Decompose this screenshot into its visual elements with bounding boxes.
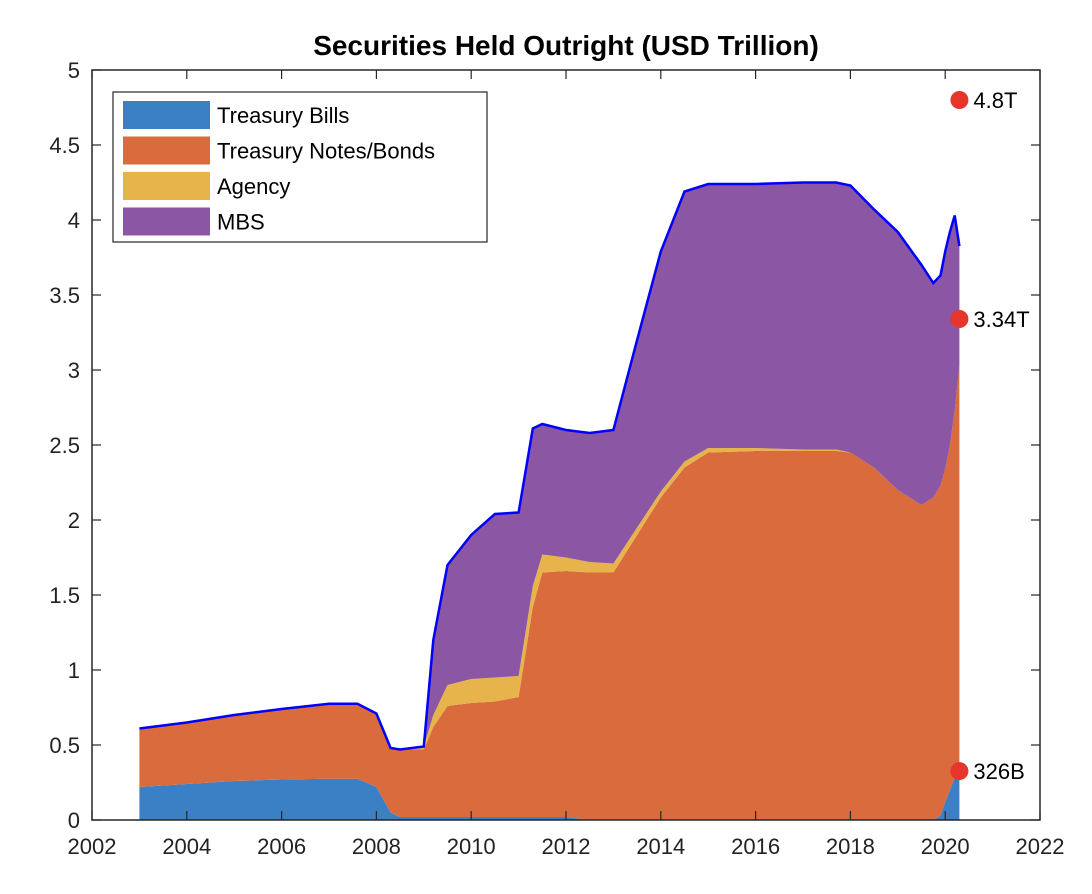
x-tick-label: 2008: [352, 834, 401, 859]
x-tick-label: 2010: [447, 834, 496, 859]
y-tick-label: 1.5: [49, 583, 80, 608]
y-tick-label: 2: [68, 508, 80, 533]
annotation-label: 326B: [973, 759, 1024, 784]
stacked-areas: [139, 182, 960, 820]
y-tick-label: 0: [68, 808, 80, 833]
legend-swatch: [123, 207, 210, 236]
annotation-label: 4.8T: [973, 88, 1017, 113]
annotations: 4.8T 3.34T 326B: [950, 88, 1030, 784]
legend-label: Treasury Bills: [217, 103, 349, 128]
y-tick-label: 3: [68, 358, 80, 383]
total-line-group: [139, 181, 961, 751]
y-tick-label: 1: [68, 658, 80, 683]
area-mbs: [139, 182, 960, 750]
legend-swatch: [123, 136, 210, 165]
y-axis: 0 0.5 1 1.5 2 2.5 3 3.5 4 4.5 5: [49, 58, 1040, 833]
y-tick-label: 3.5: [49, 283, 80, 308]
y-tick-label: 2.5: [49, 433, 80, 458]
total-line: [139, 181, 961, 751]
legend: Treasury Bills Treasury Notes/Bonds Agency…: [112, 91, 488, 243]
x-tick-label: 2020: [921, 834, 970, 859]
y-tick-label: 5: [68, 58, 80, 83]
legend-swatch: [123, 101, 210, 129]
annotation-marker: [950, 762, 969, 781]
legend-label: MBS: [217, 210, 265, 235]
annotation-marker: [950, 91, 969, 109]
x-tick-label: 2014: [636, 834, 685, 859]
legend-swatch: [123, 172, 210, 200]
x-tick-label: 2004: [162, 834, 211, 859]
y-tick-label: 4.5: [49, 133, 80, 158]
annotation-marker: [950, 310, 969, 328]
area-treasury-bills: [139, 771, 960, 820]
x-tick-label: 2002: [68, 834, 117, 859]
chart-title: Securities Held Outright (USD Trillion): [313, 30, 819, 61]
annotation-label: 3.34T: [973, 307, 1029, 332]
legend-label: Agency: [217, 174, 290, 199]
x-tick-label: 2006: [257, 834, 306, 859]
legend-label: Treasury Notes/Bonds: [217, 139, 435, 164]
area-treasury-notes-bonds: [139, 366, 960, 820]
x-tick-label: 2018: [826, 834, 875, 859]
x-tick-label: 2022: [1016, 834, 1065, 859]
y-tick-label: 4: [68, 208, 80, 233]
x-tick-label: 2016: [731, 834, 780, 859]
y-tick-label: 0.5: [49, 733, 80, 758]
area-agency: [139, 366, 960, 750]
x-tick-label: 2012: [542, 834, 591, 859]
x-axis: 2002 2004 2006 2008 2010 2012 2014 2016 2018 2020…: [68, 70, 1065, 859]
